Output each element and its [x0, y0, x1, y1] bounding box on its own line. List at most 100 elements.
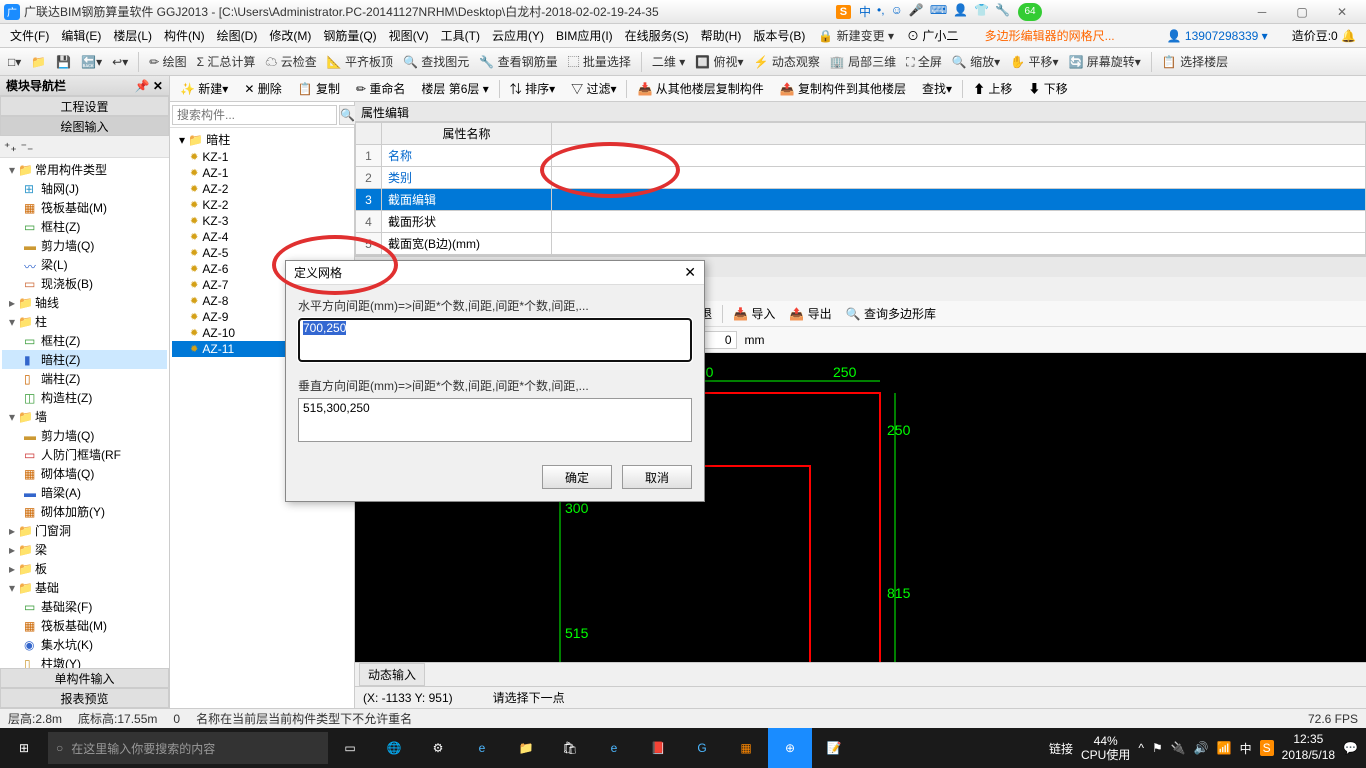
clock[interactable]: 12:35 2018/5/18 [1282, 732, 1335, 763]
tree-item[interactable]: ▸📁梁 [2, 540, 167, 559]
taskbar-store[interactable]: 🛍 [548, 728, 592, 768]
toolbar-button[interactable]: 📤 复制构件到其他楼层 [774, 78, 912, 99]
ime-lang[interactable]: 中 [859, 3, 871, 20]
toolbar-button[interactable]: 🔧 查看钢筋量 [475, 51, 561, 72]
tree-item[interactable]: ▾📁常用构件类型 [2, 160, 167, 179]
menu-rebar[interactable]: 钢筋量(Q) [317, 25, 382, 46]
coins-label[interactable]: 造价豆:0 🔔 [1286, 25, 1362, 46]
ok-button[interactable]: 确定 [542, 465, 612, 489]
property-row[interactable]: 2类别 [356, 167, 1366, 189]
menu-version[interactable]: 版本号(B) [747, 25, 811, 46]
menu-tools[interactable]: 工具(T) [435, 25, 486, 46]
cortana-search[interactable]: ○ 在这里输入你要搜索的内容 [48, 732, 328, 764]
start-button[interactable]: ⊞ [0, 728, 48, 768]
toolbar-button[interactable]: 💾 [52, 53, 75, 71]
toolbar-button[interactable]: 🔙▾ [77, 53, 106, 71]
tree-item[interactable]: ◉集水坑(K) [2, 635, 167, 654]
taskbar-ie[interactable]: e [592, 728, 636, 768]
tree-item[interactable]: ▭框柱(Z) [2, 331, 167, 350]
tree-item[interactable]: ▯端柱(Z) [2, 369, 167, 388]
tree-item[interactable]: ▬剪力墙(Q) [2, 236, 167, 255]
component-item[interactable]: ✹ AZ-5 [172, 245, 352, 261]
menu-cloud[interactable]: 云应用(Y) [486, 25, 550, 46]
tree-item[interactable]: ▬剪力墙(Q) [2, 426, 167, 445]
toolbar-button[interactable]: ✏ 重命名 [350, 78, 411, 99]
new-change-button[interactable]: 🔒 新建变更 ▾ [811, 24, 901, 47]
ime-icon[interactable]: 🎤 [909, 3, 924, 20]
toolbar-button[interactable]: 🔍 查找图元 [399, 51, 473, 72]
toolbar-button[interactable]: 🏢 局部三维 [826, 51, 900, 72]
toolbar-button[interactable]: □▾ [4, 53, 25, 71]
tray-icon[interactable]: ⚑ [1152, 741, 1163, 755]
tray-ime[interactable]: 中 [1240, 740, 1252, 757]
notification-text[interactable]: 多边形编辑器的网格尺... [979, 25, 1121, 46]
toolbar-button[interactable]: 📋 复制 [292, 78, 346, 99]
tray-up-icon[interactable]: ^ [1138, 741, 1144, 755]
vert-input[interactable] [298, 398, 692, 442]
tree-item[interactable]: ⊞轴网(J) [2, 179, 167, 198]
tree-item[interactable]: ▮暗柱(Z) [2, 350, 167, 369]
toolbar-button[interactable]: ⛶ 全屏 [902, 51, 946, 72]
menu-file[interactable]: 文件(F) [4, 25, 55, 46]
toolbar-button[interactable]: ✋ 平移▾ [1006, 51, 1062, 72]
toolbar-button[interactable]: ⚡ 动态观察 [750, 51, 824, 72]
tree-item[interactable]: ▾📁墙 [2, 407, 167, 426]
ime-icon[interactable]: ⌨ [930, 3, 947, 20]
tree-item[interactable]: ▬暗梁(A) [2, 483, 167, 502]
section-tool-button[interactable]: 🔍 查询多边形库 [842, 303, 940, 324]
component-item[interactable]: ✹ AZ-1 [172, 165, 352, 181]
ime-toolbar[interactable]: 中 •, ☺ 🎤 ⌨ 👤 👕 🔧 [859, 3, 1010, 20]
component-item[interactable]: ✹ AZ-4 [172, 229, 352, 245]
toolbar-button[interactable]: ✕ 删除 [238, 78, 287, 99]
property-row[interactable]: 3截面编辑 [356, 189, 1366, 211]
tree-item[interactable]: ▭现浇板(B) [2, 274, 167, 293]
nav-section-settings[interactable]: 工程设置 [0, 96, 169, 116]
menu-bim[interactable]: BIM应用(I) [550, 25, 619, 46]
property-row[interactable]: 5截面宽(B边)(mm) [356, 233, 1366, 255]
toolbar-button[interactable]: ☁ 云检查 [261, 51, 320, 72]
nav-section-report[interactable]: 报表预览 [0, 688, 169, 708]
cpu-monitor[interactable]: 44% CPU使用 [1081, 734, 1130, 763]
taskbar-app[interactable]: 🌐 [372, 728, 416, 768]
user-id[interactable]: 👤 13907298339 ▾ [1161, 27, 1274, 45]
menu-modify[interactable]: 修改(M) [263, 25, 317, 46]
taskbar-app[interactable]: G [680, 728, 724, 768]
taskbar-app[interactable]: ⚙ [416, 728, 460, 768]
menu-floor[interactable]: 楼层(L) [107, 25, 158, 46]
taskbar-app[interactable]: ⊕ [768, 728, 812, 768]
tree-item[interactable]: ▦砌体加筋(Y) [2, 502, 167, 521]
ime-icon[interactable]: 👤 [953, 3, 968, 20]
menu-edit[interactable]: 编辑(E) [55, 25, 107, 46]
toolbar-button[interactable]: ✨ 新建▾ [174, 78, 234, 99]
tree-item[interactable]: ▸📁板 [2, 559, 167, 578]
toolbar-button[interactable]: ⇅ 排序▾ [504, 78, 561, 99]
tree-item[interactable]: ▦筏板基础(M) [2, 198, 167, 217]
toolbar-button[interactable]: 📐 平齐板顶 [323, 51, 397, 72]
taskbar-app[interactable]: 📕 [636, 728, 680, 768]
toolbar-button[interactable]: ✏ 绘图 [145, 51, 190, 72]
search-input[interactable] [172, 105, 337, 125]
toolbar-button[interactable]: 🔲 俯视▾ [691, 51, 747, 72]
nav-section-single[interactable]: 单构件输入 [0, 668, 169, 688]
toolbar-button[interactable]: 📋 选择楼层 [1158, 51, 1232, 72]
component-item[interactable]: ✹ AZ-2 [172, 181, 352, 197]
taskbar-edge[interactable]: e [460, 728, 504, 768]
ime-icon[interactable]: 🔧 [995, 3, 1010, 20]
tree-item[interactable]: ▭基础梁(F) [2, 597, 167, 616]
toolbar-button[interactable]: 📁 [27, 53, 50, 71]
ime-icon[interactable]: 👕 [974, 3, 989, 20]
toolbar-button[interactable]: ⬆ 上移 [967, 78, 1018, 99]
toolbar-button[interactable]: ▽ 过滤▾ [565, 78, 622, 99]
tray-power-icon[interactable]: 🔌 [1171, 741, 1186, 755]
toolbar-button[interactable]: Σ 汇总计算 [193, 51, 260, 72]
tree-item[interactable]: ▦砌体墙(Q) [2, 464, 167, 483]
maximize-button[interactable]: ▢ [1282, 2, 1322, 22]
toolbar-button[interactable]: 🔍 缩放▾ [948, 51, 1004, 72]
tree-item[interactable]: 〰梁(L) [2, 255, 167, 274]
menu-view[interactable]: 视图(V) [383, 25, 435, 46]
tree-item[interactable]: ▸📁门窗洞 [2, 521, 167, 540]
dialog-close-button[interactable]: ✕ [684, 264, 696, 281]
expand-icon[interactable]: ⁺₊ [4, 140, 17, 154]
ime-icon[interactable]: •, [877, 3, 885, 20]
toolbar-button[interactable]: 楼层 第6层 ▾ [415, 78, 494, 99]
